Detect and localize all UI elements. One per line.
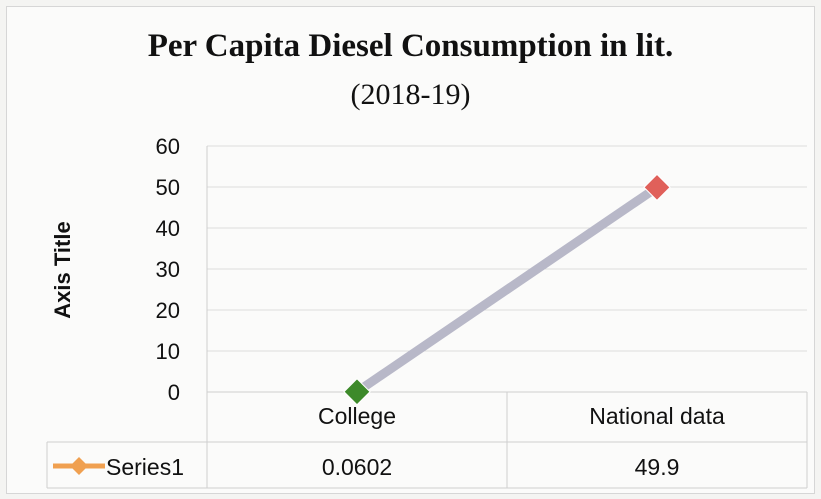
series-line [343,173,671,406]
y-tick-label: 10 [156,339,180,364]
y-tick-label: 20 [156,298,180,323]
table-value: 0.0602 [322,454,392,480]
chart-subtitle: (2018-19) [350,78,471,111]
data-point-marker [643,173,671,202]
y-tick-label: 40 [156,216,180,241]
data-table: College National data 0.0602 49.9 Series1 [46,391,808,489]
y-tick-label: 0 [168,380,180,405]
y-axis-title: Axis Title [50,221,75,318]
gridlines [206,145,807,393]
legend-label: Series1 [106,454,184,480]
data-point-marker [343,378,371,406]
chart-frame [6,6,815,494]
y-tick-label: 50 [156,175,180,200]
y-tick-label: 30 [156,257,180,282]
y-tick-labels: 0 10 20 30 40 50 60 [156,134,180,405]
series-polyline [352,182,662,397]
legend-marker [70,457,88,475]
table-value: 49.9 [635,454,680,480]
x-category-label: National data [589,403,725,429]
y-tick-label: 60 [156,134,180,159]
x-category-label: College [318,403,396,429]
chart-title: Per Capita Diesel Consumption in lit. [147,28,674,64]
